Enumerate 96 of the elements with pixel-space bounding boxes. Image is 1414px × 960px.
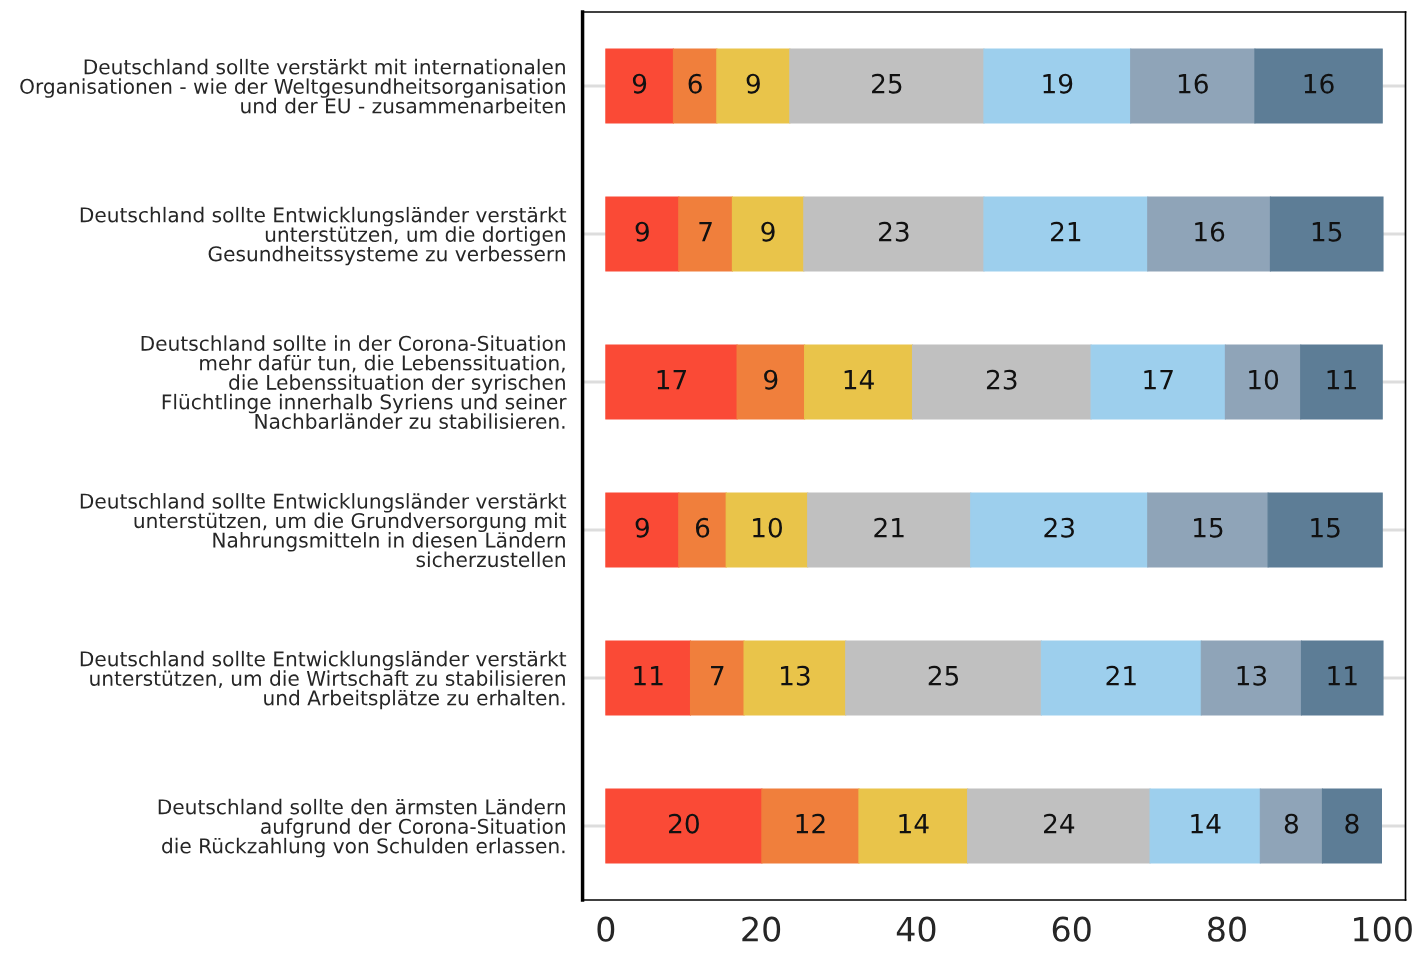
bar bbox=[761, 788, 860, 864]
bar bbox=[1300, 640, 1384, 716]
data-label: 21 bbox=[874, 517, 904, 538]
data-label: 14 bbox=[844, 370, 874, 390]
bar bbox=[983, 196, 1149, 272]
data-label: 13 bbox=[781, 665, 810, 686]
bar bbox=[1130, 48, 1256, 124]
data-label: 14 bbox=[1191, 814, 1221, 834]
bar bbox=[1147, 492, 1269, 568]
data-label: 11 bbox=[1328, 666, 1357, 686]
bar bbox=[605, 344, 738, 420]
bar bbox=[605, 640, 692, 716]
data-label: 17 bbox=[657, 370, 686, 390]
bar bbox=[1254, 48, 1383, 124]
data-label: 23 bbox=[1044, 517, 1074, 538]
data-label: 12 bbox=[796, 813, 825, 834]
x-tick-label: 100 bbox=[1354, 916, 1412, 942]
bar bbox=[1267, 492, 1383, 568]
bar bbox=[970, 492, 1149, 568]
data-label: 9 bbox=[635, 221, 649, 242]
y-tick-label: Deutschland sollte Entwicklungsländer verstärkt unterstützen, um die Wirtschaft zu stabilisieren und Arbeitsplätze zu erhalten. bbox=[80, 650, 567, 710]
x-tick-label: 0 bbox=[597, 916, 615, 942]
data-label: 10 bbox=[1249, 369, 1279, 390]
data-label: 10 bbox=[753, 517, 782, 538]
x-tick-label: 60 bbox=[1052, 916, 1091, 942]
bar bbox=[725, 492, 809, 568]
bar bbox=[858, 788, 969, 864]
data-label: 6 bbox=[688, 73, 702, 94]
bar bbox=[605, 788, 763, 864]
bar bbox=[967, 788, 1151, 864]
bar bbox=[1149, 788, 1261, 864]
data-label: 24 bbox=[1044, 813, 1075, 834]
data-label: 9 bbox=[764, 369, 778, 390]
data-label: 16 bbox=[1178, 73, 1208, 94]
data-label: 16 bbox=[1304, 73, 1334, 94]
data-label: 17 bbox=[1144, 370, 1173, 390]
data-label: 15 bbox=[1312, 222, 1342, 242]
data-label: 21 bbox=[1051, 221, 1081, 242]
bar bbox=[983, 48, 1132, 124]
data-label: 14 bbox=[899, 814, 929, 834]
bar bbox=[731, 196, 805, 272]
data-label: 8 bbox=[1345, 813, 1359, 834]
data-label: 25 bbox=[872, 73, 902, 94]
x-tick-label: 20 bbox=[742, 916, 781, 942]
bar bbox=[804, 344, 914, 420]
y-tick-label: Deutschland sollte Entwicklungsländer verstärkt unterstützen, um die dortigen Gesundheitssysteme zu verbessern bbox=[80, 206, 567, 266]
y-tick-label: Deutschland sollte den ärmsten Ländern aufgrund der Corona-Situation die Rückzahlung von Schulden erlassen. bbox=[158, 798, 565, 858]
data-label: 11 bbox=[634, 666, 663, 686]
bar bbox=[736, 344, 806, 420]
bar bbox=[1090, 344, 1226, 420]
bar bbox=[716, 48, 791, 124]
data-label: 9 bbox=[761, 221, 775, 242]
bar bbox=[807, 492, 972, 568]
bar bbox=[1300, 344, 1383, 420]
bar bbox=[605, 48, 674, 124]
data-label: 16 bbox=[1195, 221, 1225, 242]
x-tick-label: 40 bbox=[896, 916, 936, 942]
data-label: 23 bbox=[879, 221, 909, 242]
bar bbox=[845, 640, 1042, 716]
data-label: 19 bbox=[1043, 73, 1073, 94]
bar bbox=[803, 196, 985, 272]
data-label: 15 bbox=[1311, 518, 1340, 538]
bar bbox=[689, 640, 745, 716]
bar bbox=[1259, 788, 1323, 864]
bar bbox=[1040, 640, 1202, 716]
bar bbox=[605, 196, 680, 272]
data-label: 23 bbox=[986, 369, 1017, 390]
bar bbox=[1224, 344, 1302, 420]
data-label: 13 bbox=[1237, 665, 1267, 686]
y-tick-label: Deutschland sollte in der Corona-Situation mehr dafür tun, die Lebenssituation, die Lebenssituation der syrischen Flüchtlinge innerhalb Syriens und seiner Nachbarländer zu stabilisieren. bbox=[141, 335, 567, 429]
data-label: 25 bbox=[928, 665, 959, 686]
bar bbox=[1321, 788, 1383, 864]
data-label: 11 bbox=[1327, 370, 1356, 390]
data-label: 15 bbox=[1194, 518, 1223, 538]
bar bbox=[1200, 640, 1303, 716]
data-label: 7 bbox=[699, 222, 712, 242]
bar bbox=[678, 196, 733, 272]
data-label: 20 bbox=[669, 813, 699, 834]
x-tick-label: 80 bbox=[1208, 916, 1246, 942]
data-label: 7 bbox=[711, 666, 724, 686]
y-tick-label: Deutschland sollte Entwicklungsländer verstärkt unterstützen, um die Grundversorgung mit Nahrungsmitteln in diesen Ländern sicherzustellen bbox=[80, 493, 567, 568]
bar bbox=[1269, 196, 1384, 272]
bar bbox=[911, 344, 1092, 420]
bar bbox=[672, 48, 718, 124]
bar bbox=[743, 640, 847, 716]
data-label: 9 bbox=[746, 73, 760, 94]
y-tick-label: Deutschland sollte verstärkt mit internationalen Organisationen - wie der Weltgesundheitsorganisation und der EU - zusammenarbeiten bbox=[20, 58, 565, 114]
data-label: 21 bbox=[1106, 665, 1136, 686]
data-label: 9 bbox=[632, 73, 647, 94]
data-label: 6 bbox=[695, 517, 710, 538]
data-label: 9 bbox=[635, 517, 649, 538]
bar bbox=[678, 492, 727, 568]
data-label: 8 bbox=[1284, 813, 1298, 834]
bar bbox=[605, 492, 680, 568]
bar bbox=[789, 48, 985, 124]
bar bbox=[1147, 196, 1271, 272]
